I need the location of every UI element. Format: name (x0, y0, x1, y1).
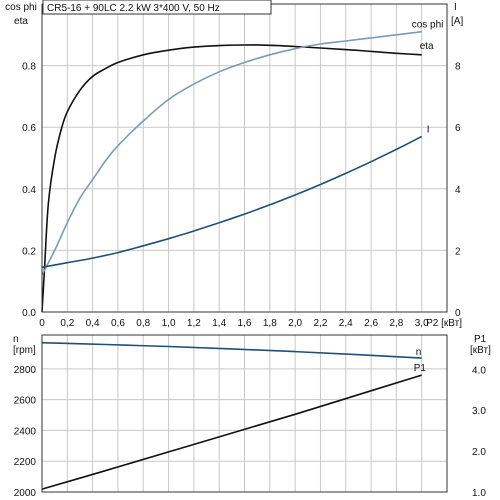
bottom-left-tick-label: 2200 (14, 457, 37, 468)
series-label-n: n (416, 347, 422, 358)
x-tick-label: 0,8 (136, 318, 150, 329)
series-line-p1 (41, 374, 422, 490)
bottom-right-axis-unit-kw: [кВт] (470, 345, 491, 356)
series-labels: eta cos phi In P1 (412, 20, 444, 374)
bottom-plot-grid (41, 335, 447, 492)
x-tick-label: 1,2 (187, 318, 201, 329)
series-label-eta: eta (420, 41, 434, 52)
right-tick-label: 8 (455, 62, 461, 73)
series-label-cos-phi: cos phi (412, 20, 444, 31)
chart-title-box (42, 0, 272, 15)
right-axis-unit-a: [A] (451, 16, 463, 27)
x-axis-label: P2 [кВт] (426, 318, 462, 329)
x-tick-label: 0,6 (111, 318, 125, 329)
bottom-right-tick-label: 4.0 (472, 365, 486, 376)
left-tick-label: 0.2 (22, 246, 36, 257)
x-tick-label: 2,4 (339, 318, 353, 329)
bottom-right-axis-label-p1: P1 (474, 334, 487, 345)
bottom-left-tick-label: 2800 (14, 365, 37, 376)
series-line-n (41, 341, 422, 359)
left-tick-label: 0.6 (22, 123, 36, 134)
bottom-right-tick-label: 1.0 (472, 488, 486, 499)
x-tick-label: 2,6 (364, 318, 378, 329)
right-tick-label: 2 (455, 246, 461, 257)
bottom-left-axis-unit-rpm: [rpm] (13, 345, 36, 356)
x-tick-label: 2,0 (288, 318, 302, 329)
top-plot-grid (41, 4, 447, 312)
series-line-i (41, 135, 423, 269)
left-tick-label: 0.4 (22, 185, 36, 196)
series-label-i: I (427, 124, 430, 135)
x-tick-label: 0,4 (86, 318, 100, 329)
bottom-right-tick-label: 3.0 (472, 406, 486, 417)
bottom-left-axis-label-n: n (13, 334, 19, 345)
tick-labels: 0 0,2 0,4 0,6 0,8 1,0 1,2 1,4 1,6 1,8 2,0 2,2 2,4 2,6… (14, 62, 487, 499)
bottom-right-tick-label: 2.0 (472, 447, 486, 458)
x-tick-label: 1,8 (263, 318, 277, 329)
x-tick-label: 1,6 (238, 318, 252, 329)
x-tick-label: 0 (39, 318, 45, 329)
bottom-left-tick-label: 2600 (14, 396, 37, 407)
series-layer (41, 30, 423, 490)
bottom-plot-frame (41, 334, 448, 493)
left-tick-label: 0.8 (22, 62, 36, 73)
left-tick-label: 0.0 (22, 308, 36, 319)
left-axis-label-cos-phi: cos phi (5, 2, 37, 13)
chart-title: CR5-16 + 90LC 2.2 kW 3*400 V, 50 Hz (47, 3, 220, 14)
series-line-cos-phi (41, 30, 422, 276)
right-tick-label: 0 (455, 308, 461, 319)
series-label-p1: P1 (414, 363, 427, 374)
right-axis-label-i: I (454, 2, 457, 13)
x-tick-label: 3,0 (415, 318, 429, 329)
series-line-eta (41, 44, 422, 313)
bottom-left-tick-label: 2000 (14, 488, 37, 499)
right-tick-label: 4 (455, 185, 461, 196)
bottom-left-tick-label: 2400 (14, 426, 37, 437)
left-axis-label-eta: eta (14, 16, 28, 27)
x-tick-label: 0,2 (60, 318, 74, 329)
x-tick-label: 2,2 (313, 318, 327, 329)
x-tick-label: 1,4 (212, 318, 226, 329)
right-tick-label: 6 (455, 123, 461, 134)
x-tick-label: 2,8 (389, 318, 403, 329)
x-tick-label: 1,0 (162, 318, 176, 329)
